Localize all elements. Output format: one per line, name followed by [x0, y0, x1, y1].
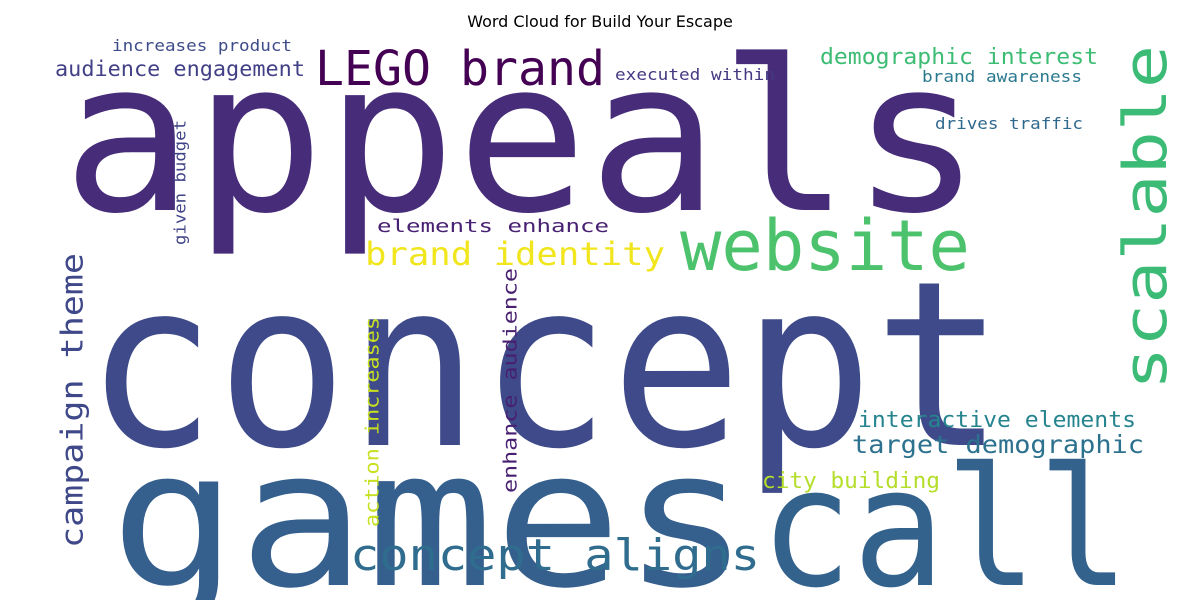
word-demographic-interest: demographic interest	[820, 45, 1098, 70]
word-audience-engagement: audience engagement	[55, 57, 305, 81]
word-executed-within: executed within	[615, 65, 775, 84]
word-campaign-theme: campaign theme	[56, 253, 91, 548]
figure-title: Word Cloud for Build Your Escape	[467, 12, 733, 31]
word-action-increases: action increases	[362, 317, 384, 527]
word-website: website	[680, 205, 970, 287]
word-elements-enhance: elements enhance	[377, 216, 609, 237]
word-interactive-elements: interactive elements	[858, 408, 1136, 433]
word-call: call	[760, 432, 1130, 600]
word-lego-brand: LEGO brand	[315, 41, 605, 97]
word-target-demographic: target demographic	[852, 430, 1144, 459]
word-brand-awareness: brand awareness	[922, 67, 1082, 86]
word-concept: concept	[85, 233, 1005, 500]
word-enhance-audience: enhance audience	[500, 268, 522, 493]
word-city-building: city building	[762, 469, 940, 494]
word-drives-traffic: drives traffic	[935, 114, 1083, 133]
word-scalable: scalable	[1111, 45, 1181, 390]
word-games: games	[110, 409, 750, 600]
word-increases-product: increases product	[112, 36, 292, 55]
word-concept-aligns: concept aligns	[350, 530, 760, 581]
word-appeals: appeals	[62, 15, 982, 260]
word-given-budget: given budget	[171, 120, 190, 245]
word-brand-identity: brand identity	[365, 235, 665, 273]
